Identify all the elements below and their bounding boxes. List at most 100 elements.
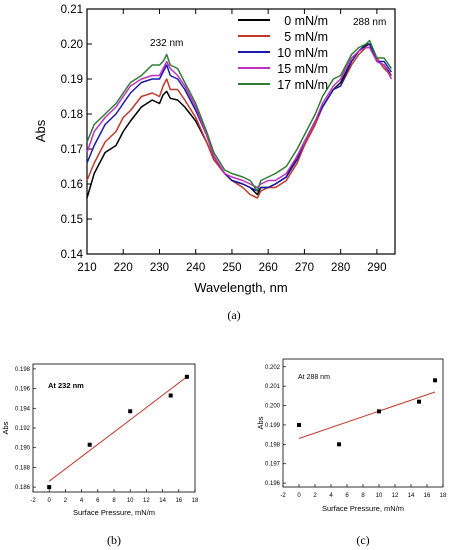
- panel-c-y-tick-label: 0.200: [265, 404, 281, 410]
- panel-a-annotations: 232 nm 288 nm: [150, 17, 386, 49]
- panel-b-y-axis-label: Abs: [1, 421, 10, 434]
- panel-a-series-line-1: [86, 46, 392, 199]
- panel-a-legend-label-0: 0 mN/m: [284, 14, 328, 28]
- panel-b-caption: (b): [107, 533, 121, 547]
- panel-c-data-point-1: [337, 442, 341, 447]
- panel-a-x-axis-label: Wavelength, nm: [194, 280, 287, 295]
- panel-b-x-tick-label: -2: [30, 498, 36, 504]
- panel-a-legend-label-3: 15 mN/m: [277, 62, 328, 76]
- panel-c-y-tick-label: 0.199: [265, 423, 281, 429]
- panel-b-y-tick-label: 0.186: [15, 485, 31, 491]
- panel-c-x-tick-label: 8: [361, 493, 365, 499]
- panel-b-x-tick-label: 18: [192, 498, 199, 504]
- panel-b-inset-label: At 232 nm: [48, 381, 84, 390]
- panel-a-x-tick-label: 260: [259, 262, 278, 274]
- panel-b-data-point-4: [184, 374, 189, 379]
- panel-c-data-point-0: [297, 422, 301, 427]
- panel-a-legend: 0 mN/m 5 mN/m 10 mN/m 15 mN/m 17 mN/m: [238, 14, 328, 92]
- panel-c-data-point-3: [417, 399, 421, 404]
- panel-a-y-tick-label: 0.16: [61, 179, 83, 191]
- panel-b-y-tick-label: 0.190: [15, 446, 31, 452]
- panel-b-data-point-3: [168, 393, 173, 398]
- panel-a-x-tick-label: 220: [114, 262, 133, 274]
- panel-a-x-tick-label: 290: [367, 262, 386, 274]
- panel-b-y-tick-label: 0.196: [15, 387, 31, 393]
- panel-c-x-tick-label: 0: [297, 493, 301, 499]
- panel-a-y-tick-label: 0.21: [61, 4, 83, 16]
- panel-a-x-tick-label: 210: [77, 262, 96, 274]
- panel-b-y-tick-label: 0.192: [15, 426, 31, 432]
- panel-a-series-line-3: [86, 46, 393, 189]
- panel-c-marks: [297, 378, 437, 447]
- panel-a-series-group: [86, 39, 393, 199]
- panel-c-x-tick-label: 10: [376, 493, 383, 499]
- panel-c-y-axis-label: Abs: [256, 416, 265, 429]
- panel-b-x-tick-label: 8: [112, 498, 116, 504]
- panel-a-y-tick-label: 0.18: [61, 109, 83, 121]
- panel-a-legend-label-2: 10 mN/m: [277, 46, 328, 60]
- panel-a-y-axis-label: Abs: [33, 119, 48, 142]
- panel-a-y-tick-label: 0.17: [61, 144, 83, 156]
- panel-c-y-tick-label: 0.202: [265, 365, 281, 371]
- panel-c-caption: (c): [356, 533, 369, 547]
- panel-a-caption: (a): [227, 308, 240, 322]
- panel-c-fit-line: [298, 391, 436, 439]
- panel-b-marks: [47, 374, 189, 490]
- panel-a-y-tick-label: 0.19: [61, 74, 83, 86]
- panel-c-x-tick-label: 6: [345, 493, 349, 499]
- panel-b-y-tick-label: 0.188: [15, 465, 31, 471]
- panel-a-series-line-4: [86, 39, 393, 192]
- panel-a-legend-label-4: 17 mN/m: [277, 78, 328, 92]
- panel-c-y-tick-label: 0.201: [265, 384, 281, 390]
- panel-a-x-tick-label: 270: [295, 262, 314, 274]
- panel-a-legend-label-1: 5 mN/m: [284, 30, 328, 44]
- panel-b-x-axis-label: Surface Pressure, mN/m: [73, 508, 155, 517]
- panel-a-spectrum-chart: 210 220 230 240 250 260 270 280 290 0.14 0.15 0.16 0…: [33, 4, 396, 322]
- panel-b-fit-line: [48, 376, 188, 482]
- panel-a-x-tick-label: 250: [222, 262, 241, 274]
- panel-c-y-tick-label: 0.197: [265, 462, 281, 468]
- panel-b-x-tick-label: 4: [80, 498, 84, 504]
- panel-b-x-tick-label: 10: [127, 498, 134, 504]
- panel-c-y-tick-label: 0.198: [265, 442, 281, 448]
- panel-c-x-tick-label: 2: [313, 493, 317, 499]
- panel-c-data-point-4: [433, 378, 437, 383]
- panel-c-x-tick-label: 16: [424, 493, 431, 499]
- panel-c-ticks: -2 0 2 4 6 8 10 12 14 16 18 0.196 0.197 0.198 0.199 0.2…: [265, 365, 447, 499]
- panel-c-x-axis-label: Surface Pressure, mN/m: [322, 504, 404, 513]
- panel-b-data-point-2: [128, 409, 133, 414]
- panel-a-annotation-0: 232 nm: [150, 38, 183, 49]
- panel-b-x-tick-label: 12: [143, 498, 150, 504]
- panel-b-ticks: -2 0 2 4 6 8 10 12 14 16 18 0.186 0.188 0.190 0.192 0.1…: [15, 367, 199, 504]
- panel-a-y-tick-label: 0.14: [61, 249, 84, 261]
- panel-b-y-tick-label: 0.194: [15, 406, 31, 412]
- panel-c-x-tick-label: 18: [440, 493, 447, 499]
- panel-b-x-tick-label: 16: [175, 498, 182, 504]
- panel-a-ticks: 210 220 230 240 250 260 270 280 290 0.14 0.15 0.16 0…: [61, 4, 387, 274]
- panel-a-plot-frame: [86, 8, 396, 255]
- panel-b-x-tick-label: 14: [159, 498, 166, 504]
- panel-a-x-tick-label: 240: [186, 262, 205, 274]
- panel-b-scatter-chart: -2 0 2 4 6 8 10 12 14 16 18 0.186 0.188 0.190 0.192 0.1…: [1, 363, 199, 547]
- panel-c-y-tick-label: 0.196: [265, 481, 281, 487]
- panel-a-y-tick-label: 0.20: [61, 39, 83, 51]
- panel-c-x-tick-label: 4: [329, 493, 333, 499]
- panel-c-scatter-chart: -2 0 2 4 6 8 10 12 14 16 18 0.196 0.197 0.198 0.199 0.2…: [256, 358, 447, 547]
- panel-c-x-tick-label: -2: [280, 493, 286, 499]
- panel-b-y-tick-label: 0.198: [15, 367, 31, 373]
- panel-c-x-tick-label: 14: [408, 493, 415, 499]
- panel-b-data-point-0: [47, 485, 52, 490]
- panel-a-series-line-2: [86, 43, 393, 192]
- panel-b-data-point-1: [87, 442, 92, 447]
- panel-a-y-tick-label: 0.15: [61, 214, 83, 226]
- panel-c-x-tick-label: 12: [392, 493, 399, 499]
- panel-a-x-tick-label: 280: [331, 262, 350, 274]
- panel-a-x-tick-label: 230: [150, 262, 169, 274]
- panel-b-x-tick-label: 0: [48, 498, 52, 504]
- panel-c-inset-label: At 288 nm: [298, 374, 330, 381]
- panel-c-data-point-2: [377, 409, 381, 414]
- panel-b-x-tick-label: 2: [64, 498, 68, 504]
- panel-a-annotation-1: 288 nm: [353, 17, 386, 28]
- panel-b-x-tick-label: 6: [96, 498, 100, 504]
